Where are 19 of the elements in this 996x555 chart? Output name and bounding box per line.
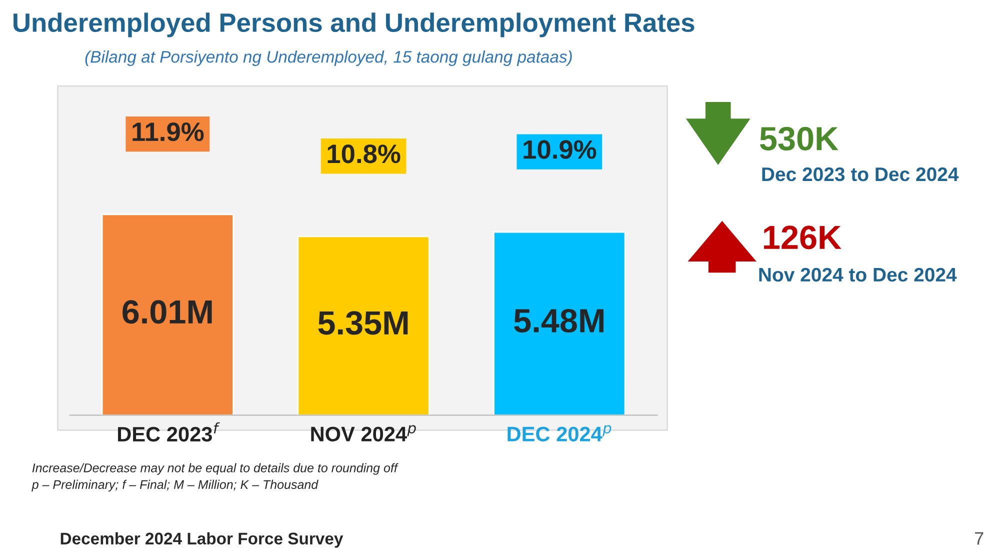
text: Dec 2023 to Dec 2024	[762, 167, 959, 182]
x-tick-label: DEC 2023$^{f}$	[118, 422, 220, 442]
x-tick-label: NOV 2024$^{p}$	[311, 425, 416, 442]
text: 10.8%	[328, 144, 400, 164]
x-tick-label: DEC 2024$^{p}$	[508, 425, 612, 442]
text: Nov 2024 to Dec 2024	[759, 268, 957, 282]
text: 126K	[764, 226, 842, 250]
text: 11.9%	[132, 122, 204, 142]
text: p – Preliminary; f – Final; M – Million; K – Thousand	[32, 480, 318, 492]
text: December 2024 Labor Force Survey	[60, 532, 344, 548]
text: 10.9%	[524, 140, 596, 159]
data-label: 5.48M	[514, 308, 604, 333]
text: Increase/Decrease may not be equal to details due to rounding off	[32, 463, 398, 475]
text: 530K	[760, 126, 838, 151]
data-label: 6.01M	[122, 300, 212, 324]
text: 7	[975, 532, 984, 545]
chart-subtitle: (Bilang at Porsiyento ng Underemployed, 15 taong gulang pataas)	[85, 50, 572, 66]
data-label: 5.35M	[318, 311, 408, 335]
chart-title: Underemployed Persons and Underemployment Rates	[14, 12, 694, 38]
